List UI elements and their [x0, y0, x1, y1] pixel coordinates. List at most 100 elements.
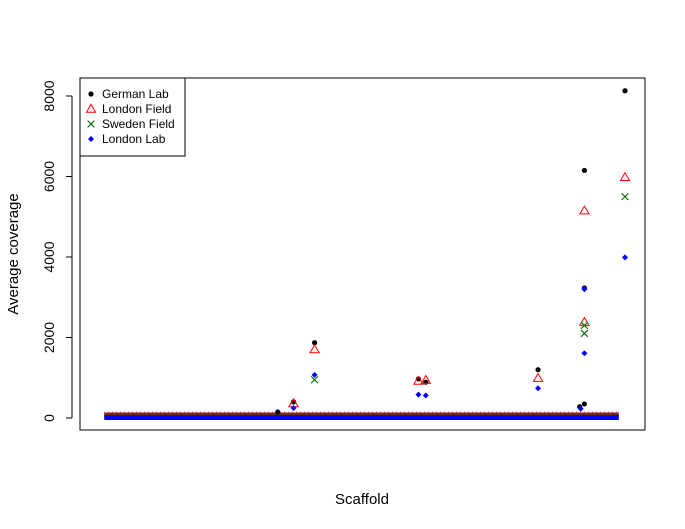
baseline-texture-mark: [304, 411, 307, 415]
baseline-texture-mark: [464, 411, 467, 415]
baseline-texture-mark: [240, 411, 243, 415]
legend-label: German Lab: [102, 87, 169, 101]
baseline-texture-mark: [344, 411, 347, 415]
baseline-texture-mark: [572, 411, 575, 415]
baseline-texture-mark: [524, 411, 527, 415]
baseline-texture-mark: [608, 411, 611, 415]
baseline-texture-mark: [268, 411, 271, 415]
baseline-texture-mark: [548, 411, 551, 415]
baseline-texture-mark: [284, 411, 287, 415]
legend-entry: London Field: [85, 102, 171, 116]
legend-entry: German Lab: [88, 87, 169, 101]
baseline-texture-mark: [216, 411, 219, 415]
baseline-series-band: [104, 415, 619, 420]
baseline-texture-mark: [316, 411, 319, 415]
y-tick-label: 4000: [41, 241, 57, 272]
baseline-texture-mark: [200, 411, 203, 415]
baseline-texture-mark: [404, 411, 407, 415]
baseline-texture-mark: [132, 411, 135, 415]
baseline-texture-mark: [552, 411, 555, 415]
baseline-texture-mark: [160, 411, 163, 415]
baseline-texture-mark: [168, 411, 171, 415]
legend-label: London Lab: [102, 132, 166, 146]
baseline-texture-mark: [192, 411, 195, 415]
baseline-texture-mark: [332, 411, 335, 415]
baseline-texture-mark: [388, 411, 391, 415]
baseline-texture-mark: [232, 411, 235, 415]
baseline-texture-mark: [324, 411, 327, 415]
legend-label: London Field: [102, 102, 171, 116]
y-tick-label: 8000: [41, 80, 57, 111]
baseline-texture-mark: [528, 411, 531, 415]
baseline-texture-mark: [184, 411, 187, 415]
baseline-texture-mark: [384, 411, 387, 415]
baseline-texture-mark: [296, 411, 299, 415]
baseline-texture-mark: [312, 411, 315, 415]
baseline-texture-mark: [588, 411, 591, 415]
london-lab-point: [290, 404, 297, 411]
baseline-texture-mark: [320, 411, 323, 415]
data-points: [275, 88, 631, 415]
baseline-texture-mark: [424, 411, 427, 415]
london-lab-point: [622, 254, 628, 261]
baseline-texture-mark: [604, 411, 607, 415]
baseline-texture-mark: [616, 411, 619, 415]
baseline-texture-mark: [488, 411, 491, 415]
baseline-texture-mark: [300, 411, 303, 415]
legend-entry: London Lab: [88, 132, 166, 146]
baseline-texture-mark: [364, 411, 367, 415]
baseline-texture-mark: [376, 411, 379, 415]
legend-marker: [85, 103, 97, 113]
baseline-texture-mark: [472, 411, 475, 415]
legend-marker: [88, 91, 94, 97]
baseline-texture-mark: [204, 411, 207, 415]
baseline-texture-mark: [236, 411, 239, 415]
x-axis-title: Scaffold: [335, 491, 389, 508]
baseline-texture-mark: [580, 411, 583, 415]
baseline-texture-mark: [196, 411, 199, 415]
baseline-texture-mark: [532, 411, 535, 415]
london-field-point: [412, 375, 424, 385]
baseline-texture-mark: [348, 411, 351, 415]
sweden-field-point: [580, 329, 589, 338]
sweden-field-point: [580, 321, 589, 330]
london-lab-point: [415, 391, 422, 398]
baseline-texture-mark: [212, 411, 215, 415]
german-lab-point: [311, 340, 318, 346]
legend-marker: [87, 120, 95, 128]
london-lab-point: [581, 350, 588, 357]
baseline-texture-mark: [136, 411, 139, 415]
german-lab-point: [535, 367, 541, 373]
baseline-texture-mark: [408, 411, 411, 415]
london-field-point: [619, 171, 631, 182]
baseline-texture-mark: [124, 411, 127, 415]
baseline-texture-mark: [420, 411, 423, 415]
london-lab-point: [422, 392, 429, 399]
baseline-texture-mark: [412, 411, 415, 415]
y-tick-label: 0: [41, 414, 57, 422]
baseline-texture-mark: [544, 411, 547, 415]
baseline-texture-mark: [520, 411, 523, 415]
london-lab-point: [581, 286, 588, 293]
baseline-texture-mark: [540, 411, 543, 415]
y-axis-title: Average coverage: [5, 193, 22, 314]
baseline-texture-mark: [560, 411, 563, 415]
baseline-texture-mark: [308, 411, 311, 415]
plot-frame: [79, 77, 646, 431]
baseline-texture-mark: [392, 411, 395, 415]
baseline-texture-mark: [568, 411, 571, 415]
baseline-texture-mark: [500, 411, 503, 415]
y-axis: 0 2000 4000 6000 8000: [41, 80, 73, 422]
baseline-texture-mark: [428, 411, 431, 415]
baseline-texture-mark: [492, 411, 495, 415]
baseline-texture-mark: [508, 411, 511, 415]
baseline-texture-mark: [512, 411, 515, 415]
baseline-texture-mark: [372, 411, 375, 415]
baseline-texture-mark: [244, 411, 247, 415]
german-lab-point: [581, 167, 588, 174]
baseline-band: [104, 411, 619, 420]
baseline-texture-mark: [468, 411, 471, 415]
baseline-texture-mark: [480, 411, 483, 415]
